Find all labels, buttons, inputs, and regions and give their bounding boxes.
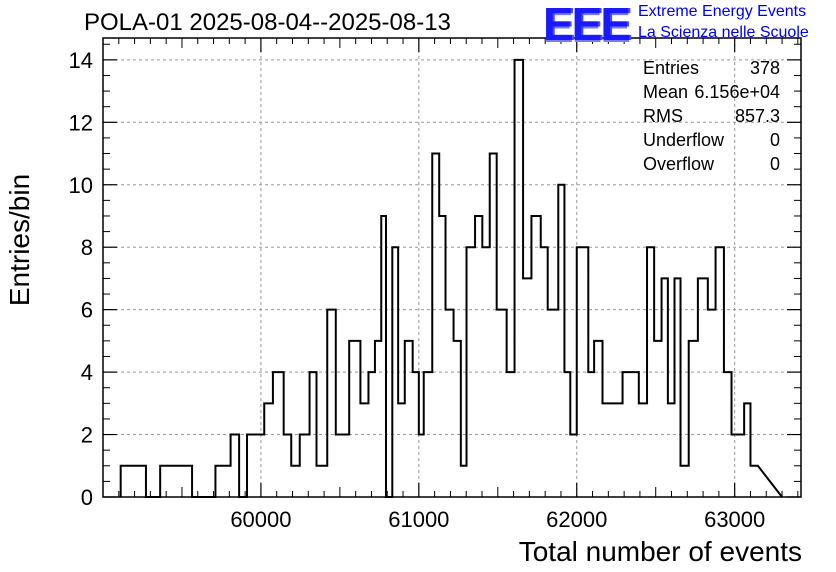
histogram-bin (247, 435, 264, 497)
axis-ticks (103, 38, 801, 498)
histogram-bin (497, 310, 507, 497)
histogram-bin (215, 466, 230, 497)
histogram-bin (531, 216, 540, 497)
histogram-bin (668, 403, 675, 497)
histogram-bin (523, 278, 531, 497)
stat-row-mean: Mean 6.156e+04 (643, 82, 780, 106)
stat-value: 857.3 (734, 106, 780, 126)
histogram-bin (405, 341, 413, 497)
plot-frame (102, 37, 802, 498)
histogram-bin (327, 310, 336, 497)
stat-label: Entries (643, 58, 700, 78)
histogram-bin (475, 216, 482, 497)
histogram-bin (490, 154, 497, 497)
stat-value: 0 (769, 154, 780, 174)
stat-row-overflow: Overflow 0 (643, 154, 780, 178)
logo-line-1: Extreme Energy Events (638, 3, 807, 20)
histogram-bin (515, 60, 524, 497)
x-tick-label: 61000 (388, 507, 449, 532)
stat-label: Mean (643, 82, 689, 102)
histogram-bin (461, 466, 467, 497)
y-tick-label: 14 (69, 48, 93, 73)
histogram-bin (750, 466, 757, 497)
stat-row-entries: Entries 378 (643, 58, 780, 82)
histogram-bin (360, 403, 368, 497)
y-tick-label: 6 (81, 298, 93, 323)
histogram-bin (231, 435, 240, 497)
histogram-bin (160, 466, 176, 497)
stat-row-rms: RMS 857.3 (643, 106, 780, 130)
stat-value: 6.156e+04 (694, 82, 780, 102)
histogram-bin (432, 154, 439, 497)
stat-label: RMS (643, 106, 683, 126)
tick-labels: 60000 61000 62000 63000 0 2 4 6 8 10 12 14 (69, 48, 766, 532)
histogram-bin (284, 435, 292, 497)
histogram-bin (349, 341, 360, 497)
chart-title: POLA-01 2025-08-04--2025-08-13 (84, 9, 451, 36)
x-tick-label: 63000 (704, 507, 765, 532)
eee-logo: EEE (543, 0, 631, 50)
x-tick-label: 60000 (230, 507, 291, 532)
x-tick-label: 62000 (546, 507, 607, 532)
histogram-outline (119, 58, 783, 498)
y-axis-label: Entries/bin (4, 173, 35, 307)
histogram-bin (594, 341, 602, 497)
histogram-bin (602, 403, 614, 497)
histogram-bin (639, 403, 647, 497)
y-tick-label: 12 (69, 110, 93, 135)
histogram-bin (121, 466, 146, 497)
stats-box: Entries 378 Mean 6.156e+04 RMS 857.3 Und… (643, 58, 780, 178)
stat-row-underflow: Underflow 0 (643, 130, 780, 154)
y-tick-label: 8 (81, 235, 93, 260)
stat-label: Overflow (643, 154, 715, 174)
histogram-series (119, 58, 783, 498)
histogram-bin (454, 341, 461, 497)
histogram-bin (570, 435, 576, 497)
stat-value: 0 (769, 130, 780, 150)
histogram-bin (698, 278, 708, 497)
histogram-bin (708, 310, 716, 497)
histogram-bin (398, 403, 405, 497)
histogram-bin (548, 310, 559, 497)
histogram-bin (623, 372, 639, 497)
stat-value: 378 (749, 58, 780, 78)
histogram-bin (317, 466, 328, 497)
y-tick-label: 10 (69, 173, 93, 198)
histogram-bin (689, 341, 698, 497)
stat-label: Underflow (643, 130, 725, 150)
histogram-bin (419, 435, 424, 497)
histogram-bin (446, 310, 454, 497)
histogram-bin (264, 403, 273, 497)
y-tick-label: 0 (81, 485, 93, 510)
histogram-bin (615, 403, 623, 497)
y-tick-label: 2 (81, 423, 93, 448)
logo-line-2: La Scienza nelle Scuole (638, 24, 809, 41)
histogram-bin (176, 466, 192, 497)
y-tick-label: 4 (81, 360, 93, 385)
x-axis-label: Total number of events (518, 536, 802, 567)
histogram-bin (654, 341, 661, 497)
histogram-bin (336, 435, 342, 497)
histogram-bin (341, 435, 349, 497)
histogram-bin (732, 435, 745, 497)
histogram-bin (300, 435, 310, 497)
